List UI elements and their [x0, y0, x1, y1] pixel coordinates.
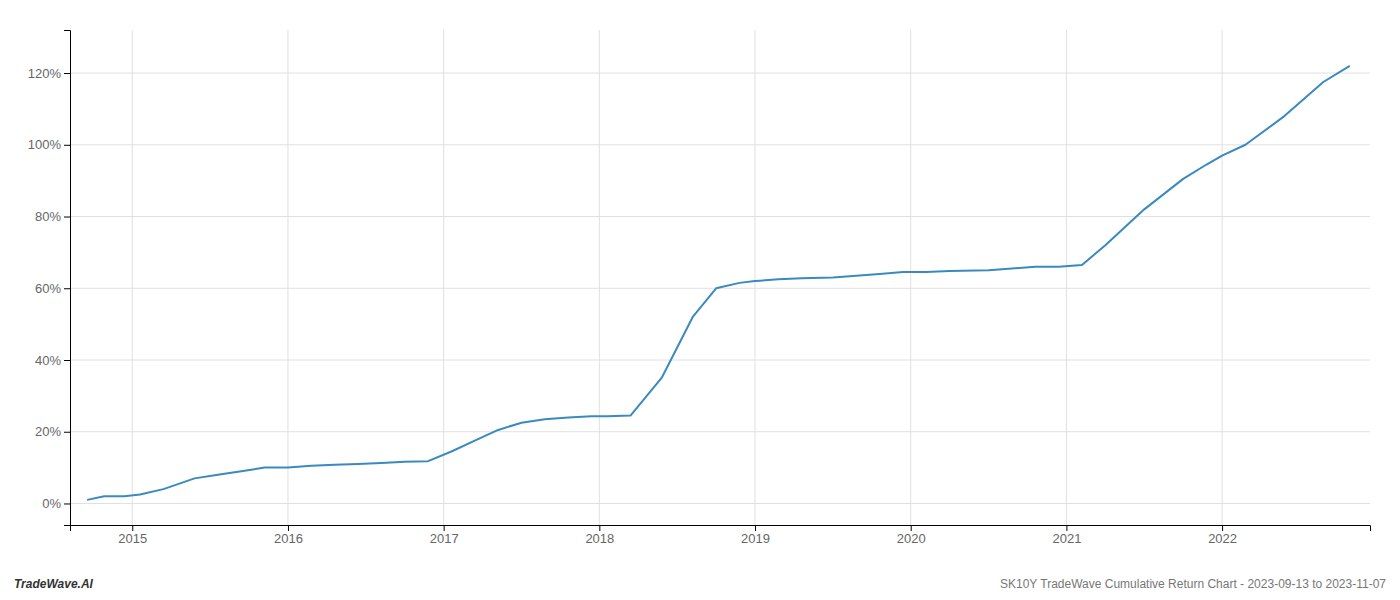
tick-label: 80%: [35, 209, 61, 224]
tick: 120%: [28, 66, 70, 81]
tick-mark: [64, 217, 70, 218]
tick: 80%: [35, 209, 70, 224]
grid-line-x: [1222, 30, 1223, 525]
tick-mark: [288, 525, 289, 531]
grid-line-y: [70, 144, 1370, 145]
tick: 40%: [35, 353, 70, 368]
tick-label: 2018: [585, 531, 614, 546]
tick-mark: [1066, 525, 1067, 531]
tick: 0%: [42, 496, 70, 511]
tick-label: 2019: [741, 531, 770, 546]
marks: [87, 66, 1350, 500]
grid-line-y: [70, 431, 1370, 432]
tick-label: 60%: [35, 281, 61, 296]
grid-line-y: [70, 503, 1370, 504]
tick-label: 0%: [42, 496, 61, 511]
grid-line-x: [287, 30, 288, 525]
grid-line-y: [70, 73, 1370, 74]
tick-mark: [599, 525, 600, 531]
grid-line-x: [755, 30, 756, 525]
tick: 2022: [1208, 525, 1237, 546]
grid-line-x: [443, 30, 444, 525]
grid: [70, 30, 1370, 525]
tick: 2015: [118, 525, 147, 546]
tick-mark: [1222, 525, 1223, 531]
tick: 60%: [35, 281, 70, 296]
grid-line-x: [1066, 30, 1067, 525]
grid-line-x: [910, 30, 911, 525]
tick-mark: [64, 288, 70, 289]
tick-mark: [132, 525, 133, 531]
tick-label: 2015: [118, 531, 147, 546]
grid-line-y: [70, 216, 1370, 217]
tick-mark: [64, 432, 70, 433]
tick-label: 2020: [897, 531, 926, 546]
tick-label: 100%: [28, 137, 62, 152]
y-axis: 0% 20% 40% 60% 80% 100% 120%: [28, 31, 71, 526]
tick-mark: [64, 360, 70, 361]
tick-label: 120%: [28, 66, 62, 81]
grid-line-x: [599, 30, 600, 525]
x-axis: 2015 2016 2017 2018 2019 2020 2021 2022: [71, 525, 1371, 546]
tick-mark: [444, 525, 445, 531]
tick-mark: [755, 525, 756, 531]
tick-mark: [64, 73, 70, 74]
footer-left: TradeWave.AI: [14, 577, 94, 591]
axis-line: [71, 526, 1371, 532]
tick: 2021: [1052, 525, 1081, 546]
tick: 2020: [897, 525, 926, 546]
tick-label: 2022: [1208, 531, 1237, 546]
tick: 2019: [741, 525, 770, 546]
tick-label: 2021: [1052, 531, 1081, 546]
tick: 100%: [28, 137, 70, 152]
tick-label: 2017: [430, 531, 459, 546]
tick: 20%: [35, 424, 70, 439]
footer-right: SK10Y TradeWave Cumulative Return Chart …: [1000, 577, 1386, 591]
tick-mark: [64, 503, 70, 504]
tick: 2016: [274, 525, 303, 546]
chart: 2015 2016 2017 2018 2019 2020 2021 2022 0% 20% 40%…: [0, 0, 1400, 600]
tick: 2018: [585, 525, 614, 546]
axis-line: [64, 31, 71, 526]
tick-label: 40%: [35, 353, 61, 368]
tick-label: 2016: [274, 531, 303, 546]
tick-label: 20%: [35, 424, 61, 439]
tick: 2017: [430, 525, 459, 546]
plot: 2015 2016 2017 2018 2019 2020 2021 2022 0% 20% 40%…: [28, 30, 1371, 546]
grid-line-x: [132, 30, 133, 525]
tick-mark: [64, 145, 70, 146]
grid-line-y: [70, 360, 1370, 361]
tick-mark: [911, 525, 912, 531]
line: [87, 66, 1350, 500]
